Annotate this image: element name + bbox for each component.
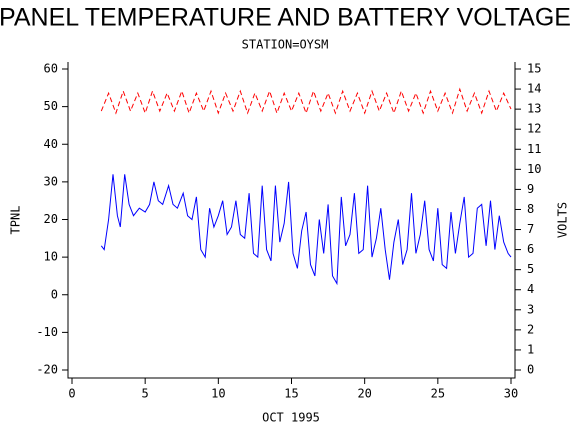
x-tick-label: 20 bbox=[357, 387, 371, 401]
y2-tick-label: 3 bbox=[527, 302, 534, 316]
y2-tick-label: 12 bbox=[527, 122, 541, 136]
y2-tick-label: 10 bbox=[527, 162, 541, 176]
x-tick-label: 5 bbox=[142, 387, 149, 401]
y-tick-label: 50 bbox=[44, 99, 58, 113]
y2-tick-label: 13 bbox=[527, 102, 541, 116]
y2-axis-label: VOLTS bbox=[556, 202, 570, 238]
y-tick-label: 0 bbox=[51, 287, 58, 301]
y2-tick-label: 7 bbox=[527, 222, 534, 236]
y-tick-label: -10 bbox=[36, 325, 58, 339]
y-tick-label: 30 bbox=[44, 174, 58, 188]
y-tick-label: -20 bbox=[36, 363, 58, 377]
x-axis-label: OCT 1995 bbox=[262, 411, 320, 425]
y2-tick-label: 8 bbox=[527, 202, 534, 216]
series-line bbox=[100, 174, 512, 286]
y2-tick-label: 4 bbox=[527, 282, 534, 296]
y-tick-label: 40 bbox=[44, 137, 58, 151]
x-tick-label: 0 bbox=[68, 387, 75, 401]
y2-tick-label: 14 bbox=[527, 82, 541, 96]
y2-tick-label: 11 bbox=[527, 142, 541, 156]
y2-tick-label: 0 bbox=[527, 363, 534, 377]
y-tick-label: 60 bbox=[44, 62, 58, 76]
x-tick-label: 15 bbox=[284, 387, 298, 401]
y-axis-label: TPNL bbox=[9, 206, 23, 235]
axis-frame bbox=[67, 62, 516, 379]
y2-tick-label: 15 bbox=[527, 62, 541, 76]
y2-tick-label: 2 bbox=[527, 322, 534, 336]
x-tick-label: 30 bbox=[504, 387, 518, 401]
chart-subtitle: STATION=OYSM bbox=[242, 38, 329, 52]
x-tick-label: 10 bbox=[211, 387, 225, 401]
y2-tick-label: 5 bbox=[527, 262, 534, 276]
y2-tick-label: 9 bbox=[527, 182, 534, 196]
y2-tick-label: 1 bbox=[527, 342, 534, 356]
x-tick-label: 25 bbox=[431, 387, 445, 401]
y-tick-label: 10 bbox=[44, 250, 58, 264]
chart-title: PANEL TEMPERATURE AND BATTERY VOLTAGE bbox=[0, 4, 570, 32]
series-line bbox=[100, 87, 512, 115]
y-tick-label: 20 bbox=[44, 212, 58, 226]
y2-tick-label: 6 bbox=[527, 242, 534, 256]
